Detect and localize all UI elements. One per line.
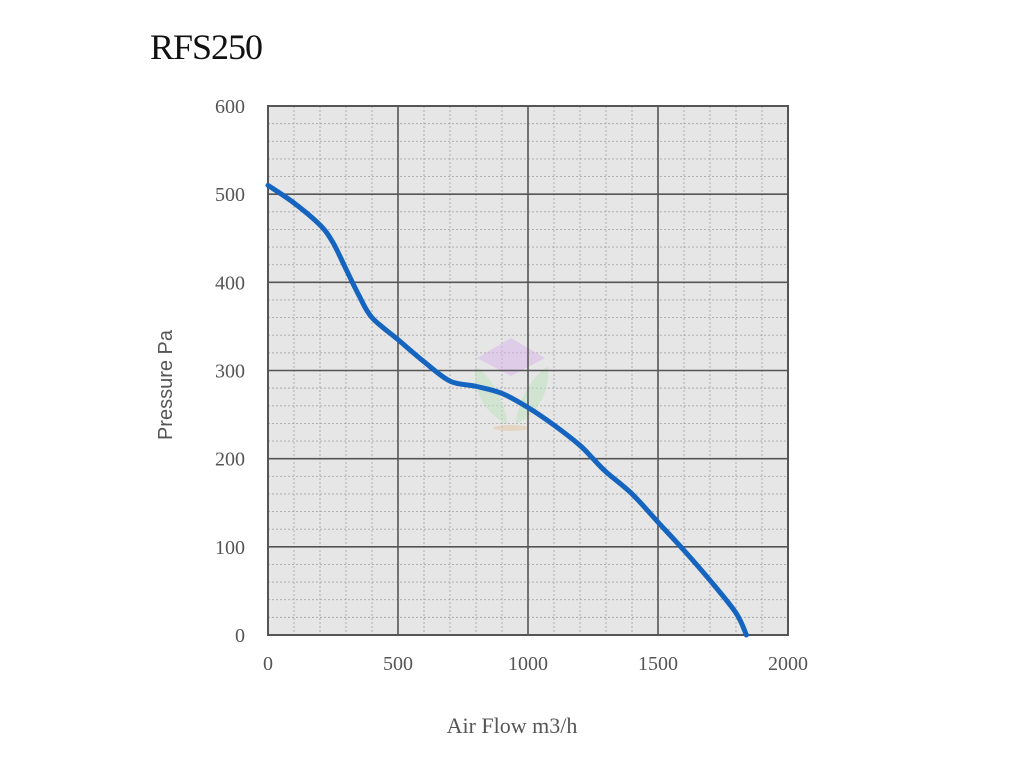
data-point: [344, 267, 349, 272]
data-point: [656, 520, 661, 525]
data-point: [604, 469, 609, 474]
x-tick-label: 2000: [768, 653, 808, 675]
data-point: [292, 201, 297, 206]
y-tick-label: 100: [215, 537, 245, 559]
y-tick-label: 0: [235, 625, 245, 647]
series-group: [265, 182, 749, 638]
data-point: [422, 359, 427, 364]
major-grid: [268, 106, 788, 635]
data-point: [630, 492, 635, 497]
x-tick-labels: 0 500 1000 1500 2000: [263, 653, 808, 675]
y-axis-label: Pressure Pa: [155, 329, 177, 440]
data-point: [448, 379, 453, 384]
x-tick-label: 0: [263, 653, 273, 675]
data-point: [318, 223, 323, 228]
data-point: [474, 384, 479, 389]
data-point: [578, 443, 583, 448]
chart-title: RFS250: [150, 27, 263, 67]
data-point: [396, 337, 401, 342]
data-point: [357, 293, 362, 298]
plot-frame: [267, 105, 789, 636]
y-tick-labels: 0 100 200 300 400 500 600: [215, 96, 245, 647]
x-tick-label: 1000: [508, 653, 548, 675]
data-point: [708, 578, 713, 583]
data-point: [370, 315, 375, 320]
y-tick-label: 600: [215, 96, 245, 118]
y-tick-label: 200: [215, 449, 245, 471]
data-point: [552, 423, 557, 428]
data-point: [744, 633, 749, 638]
x-tick-label: 500: [383, 653, 413, 675]
data-point: [591, 456, 596, 461]
y-tick-label: 300: [215, 361, 245, 383]
data-point: [266, 183, 271, 188]
data-point: [331, 240, 336, 245]
series-line-0: [265, 182, 749, 638]
data-point: [500, 391, 505, 396]
x-tick-label: 1500: [638, 653, 678, 675]
data-point: [682, 548, 687, 553]
y-tick-label: 500: [215, 184, 245, 206]
y-tick-label: 400: [215, 272, 245, 294]
x-axis-label: Air Flow m3/h: [447, 713, 578, 738]
data-point: [526, 405, 531, 410]
data-point: [734, 611, 739, 616]
